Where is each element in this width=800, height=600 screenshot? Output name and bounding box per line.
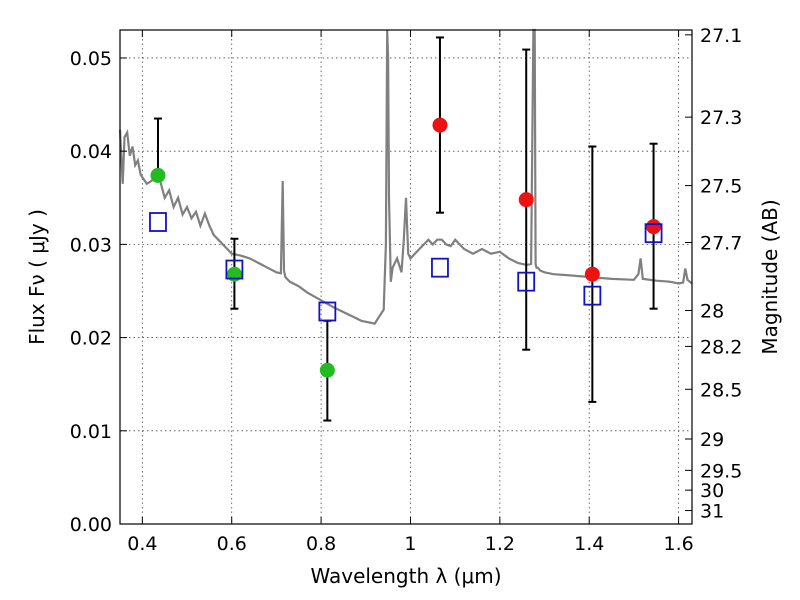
data-point-square bbox=[318, 301, 337, 322]
y-tick-label: 0.00 bbox=[70, 514, 112, 536]
y-tick-label: 0.03 bbox=[70, 234, 112, 256]
grid bbox=[120, 30, 692, 524]
data-point-circle bbox=[319, 362, 335, 378]
y-axis-label: Flux Fν ( μJy ) bbox=[25, 209, 49, 345]
y-tick-label: 0.01 bbox=[70, 421, 112, 443]
y2-tick-label: 28 bbox=[700, 300, 724, 322]
x-tick-label: 0.6 bbox=[217, 533, 247, 555]
y2-tick-label: 29 bbox=[700, 429, 724, 451]
y2-tick-label: 28.5 bbox=[700, 379, 742, 401]
x-tick-label: 1.4 bbox=[574, 533, 604, 555]
y2-axis-label: Magnitude (AB) bbox=[758, 199, 782, 354]
data-point-square bbox=[583, 285, 602, 306]
model-spectrum-line bbox=[118, 28, 693, 325]
y2-tick-label: 31 bbox=[700, 501, 724, 523]
error-bars bbox=[153, 36, 658, 422]
y-tick-label: 0.02 bbox=[70, 328, 112, 350]
data-point-square bbox=[149, 212, 167, 232]
y2-tick-label: 28.2 bbox=[700, 336, 742, 358]
x-tick-label: 1.2 bbox=[485, 533, 515, 555]
plot-area bbox=[118, 28, 693, 422]
x-axis-label: Wavelength λ (μm) bbox=[310, 564, 501, 588]
y2-tick-label: 29.5 bbox=[700, 460, 742, 482]
data-point-square bbox=[431, 257, 449, 278]
y2-tick-label: 30 bbox=[700, 480, 724, 502]
data-markers bbox=[149, 117, 663, 378]
y-tick-label: 0.04 bbox=[70, 141, 112, 163]
y2-tick-label: 27.7 bbox=[700, 233, 742, 255]
data-point-square bbox=[225, 259, 244, 280]
x-tick-label: 1.6 bbox=[663, 533, 693, 555]
x-tick-label: 0.4 bbox=[127, 533, 157, 555]
data-point-circle bbox=[226, 266, 242, 282]
y2-tick-label: 27.1 bbox=[700, 25, 742, 47]
x-tick-label: 0.8 bbox=[306, 533, 336, 555]
y2-tick-label: 27.3 bbox=[700, 107, 742, 129]
data-point-circle bbox=[432, 117, 448, 133]
data-point-circle bbox=[584, 266, 600, 282]
data-point-circle bbox=[646, 219, 662, 235]
plot-frame bbox=[119, 29, 693, 525]
data-point-square bbox=[517, 271, 536, 292]
data-point-circle bbox=[518, 192, 534, 208]
data-point-circle bbox=[150, 167, 166, 183]
y2-tick-label: 27.5 bbox=[700, 176, 742, 198]
data-point-square bbox=[644, 223, 663, 244]
ticks: 0.4 0.6 0.8 1 1.2 1.4 1.6 0.00 0.01 0.02 0.03 0.04 0… bbox=[70, 25, 743, 555]
x-tick-label: 1 bbox=[404, 533, 416, 555]
y-tick-label: 0.05 bbox=[70, 48, 112, 70]
